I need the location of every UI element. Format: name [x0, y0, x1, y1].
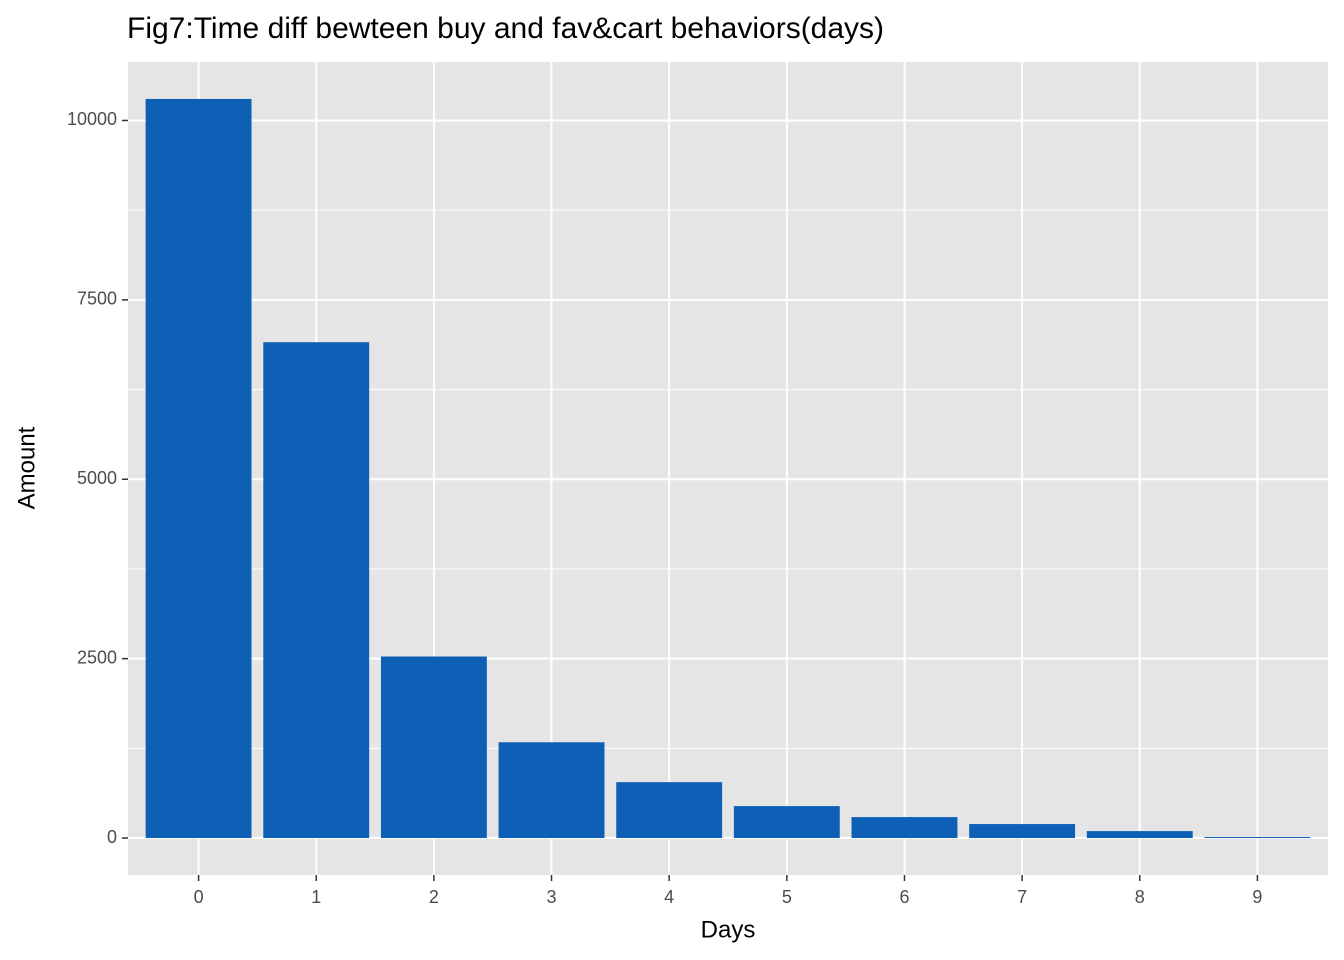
bar — [263, 342, 370, 839]
y-tick-label: 0 — [107, 827, 117, 847]
x-tick-label: 9 — [1252, 887, 1262, 907]
x-tick-label: 5 — [782, 887, 792, 907]
x-tick-label: 7 — [1017, 887, 1027, 907]
bar — [969, 824, 1076, 839]
y-tick-label: 2500 — [77, 647, 117, 667]
x-tick-label: 4 — [664, 887, 674, 907]
bar — [616, 782, 723, 839]
bar — [1086, 831, 1193, 839]
x-tick-label: 1 — [311, 887, 321, 907]
bar — [498, 742, 605, 839]
y-tick-label: 10000 — [67, 109, 117, 129]
bar — [380, 656, 487, 839]
bar — [145, 98, 252, 839]
chart-title: Fig7:Time diff bewteen buy and fav&cart … — [127, 12, 884, 45]
bar — [851, 817, 958, 839]
x-tick-label: 8 — [1135, 887, 1145, 907]
bar — [1204, 837, 1311, 839]
y-tick-label: 7500 — [77, 289, 117, 309]
x-tick-label: 6 — [899, 887, 909, 907]
x-tick-label: 0 — [194, 887, 204, 907]
y-axis-title: Amount — [13, 426, 40, 509]
x-tick-label: 2 — [429, 887, 439, 907]
bar — [733, 806, 840, 839]
y-tick-label: 5000 — [77, 468, 117, 488]
x-axis-title: Days — [701, 916, 756, 943]
x-tick-label: 3 — [547, 887, 557, 907]
